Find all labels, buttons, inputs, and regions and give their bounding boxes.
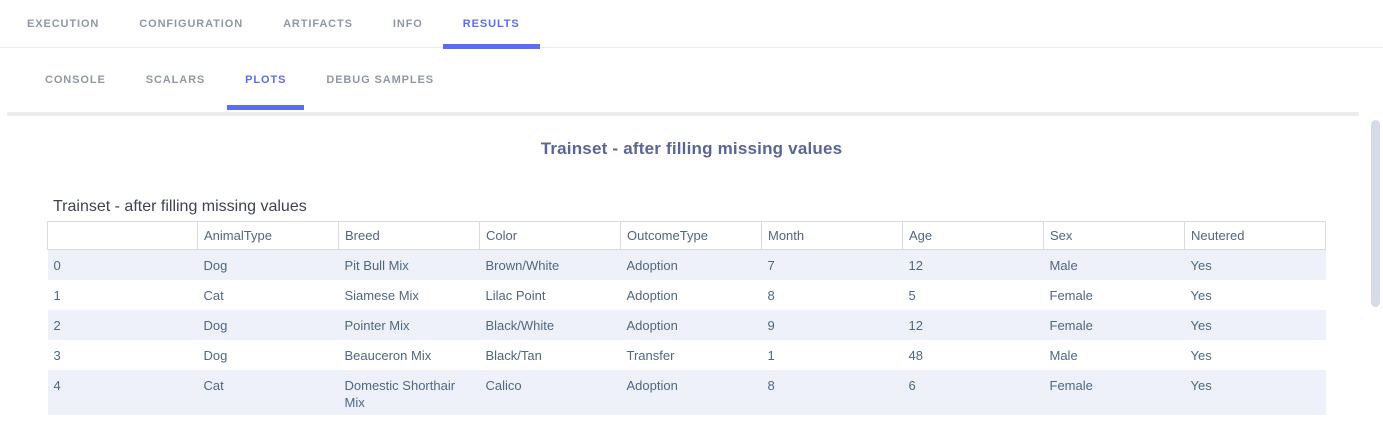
table-cell: Yes (1190, 287, 1212, 303)
tab-info[interactable]: INFO (392, 17, 423, 30)
table-cell: Lilac Point (485, 287, 546, 303)
column-header-age: Age (902, 221, 1044, 250)
table-cell: Pointer Mix (344, 317, 410, 333)
table-cell: Male (1049, 347, 1078, 363)
column-header-animaltype: AnimalType (197, 221, 339, 250)
table-row: 2 Dog Pointer Mix Black/White Adoption 9 12 Fem… (47, 309, 1326, 340)
table-cell: Yes (1190, 377, 1212, 393)
table-cell: Domestic Shorthair Mix (344, 377, 456, 410)
table-cell: 12 (908, 258, 923, 273)
tab-console[interactable]: CONSOLE (45, 74, 106, 86)
primary-tab-bar: EXECUTION CONFIGURATION ARTIFACTS INFO RESUL… (0, 0, 1383, 49)
table-cell: Adoption (626, 258, 678, 273)
column-header-outcometype: OutcomeType (620, 221, 762, 250)
plot-title: Trainset - after filling missing values (540, 139, 843, 158)
table-cell: Dog (203, 258, 228, 273)
table-cell: 4 (53, 377, 61, 393)
tab-bar-divider (7, 112, 1359, 116)
table-title: Trainset - after filling missing values (53, 198, 307, 215)
table-cell: 9 (767, 317, 775, 333)
column-header-month: Month (761, 221, 903, 250)
table-cell: Dog (203, 317, 228, 333)
plots-panel: Trainset - after filling missing values … (0, 116, 1383, 415)
table-cell: 0 (53, 258, 61, 273)
table-cell: 48 (908, 347, 923, 363)
tab-execution[interactable]: EXECUTION (27, 17, 100, 30)
table-cell: Black/Tan (485, 347, 542, 363)
tab-plots[interactable]: PLOTS (225, 48, 306, 112)
table-cell: 5 (908, 287, 916, 303)
table-cell: Dog (203, 347, 228, 363)
scrollbar-thumb[interactable] (1371, 120, 1380, 307)
table-cell: Cat (203, 377, 224, 393)
column-header-sex: Sex (1043, 221, 1185, 250)
table-cell: Beauceron Mix (344, 347, 432, 363)
table-cell: Siamese Mix (344, 287, 419, 303)
table-cell: 8 (767, 377, 775, 393)
table-cell: Cat (203, 287, 224, 303)
table-cell: Yes (1190, 317, 1212, 333)
tab-configuration[interactable]: CONFIGURATION (139, 17, 244, 30)
column-header-color: Color (479, 221, 621, 250)
table-cell: Yes (1190, 258, 1212, 273)
table-cell: Adoption (626, 287, 678, 303)
tab-debug-samples[interactable]: DEBUG SAMPLES (326, 74, 434, 86)
column-header-index (47, 221, 198, 250)
table-cell: Male (1049, 258, 1078, 273)
table-cell: Pit Bull Mix (344, 258, 409, 273)
table-cell: 7 (767, 258, 775, 273)
tab-artifacts[interactable]: ARTIFACTS (283, 17, 353, 30)
secondary-tab-bar: CONSOLE SCALARS PLOTS DEBUG SAMPLES (0, 48, 1383, 112)
table-cell: 6 (908, 377, 916, 393)
table-cell: Brown/White (485, 258, 560, 273)
table-cell: 12 (908, 317, 923, 333)
tab-results[interactable]: RESULTS (442, 0, 540, 49)
table-cell: Black/White (485, 317, 555, 333)
table-cell: 1 (767, 347, 775, 363)
column-header-neutered: Neutered (1184, 221, 1326, 250)
column-header-breed: Breed (338, 221, 480, 250)
table-header-row: AnimalType Breed Color OutcomeType Month Age S… (47, 221, 1326, 250)
table-cell: Calico (485, 377, 522, 393)
table-row: 4 Cat Domestic Shorthair Mix Calico Adoption… (47, 369, 1326, 415)
table-cell: 8 (767, 287, 775, 303)
table-cell: Transfer (626, 347, 675, 363)
data-table: AnimalType Breed Color OutcomeType Month Age S… (47, 221, 1326, 415)
table-cell: Female (1049, 317, 1093, 333)
table-row: 3 Dog Beauceron Mix Black/Tan Transfer 1 48 Mal… (48, 340, 1326, 370)
table-cell: Adoption (626, 317, 678, 333)
table-cell: Adoption (626, 377, 678, 393)
table-cell: Female (1049, 287, 1093, 303)
table-row: 0 Dog Pit Bull Mix Brown/White Adoption 7 12 Ma… (47, 249, 1326, 280)
table-cell: Female (1049, 377, 1093, 393)
table-cell: 3 (53, 347, 61, 363)
tab-scalars[interactable]: SCALARS (145, 74, 206, 86)
table-row: 1 Cat Siamese Mix Lilac Point Adoption 8 5 Fema… (48, 280, 1326, 310)
table-cell: Yes (1190, 347, 1212, 363)
scrollbar[interactable] (1368, 117, 1383, 438)
plot-table-figure: Trainset - after filling missing values … (47, 198, 1326, 415)
table-cell: 2 (53, 317, 61, 333)
table-cell: 1 (53, 287, 61, 303)
